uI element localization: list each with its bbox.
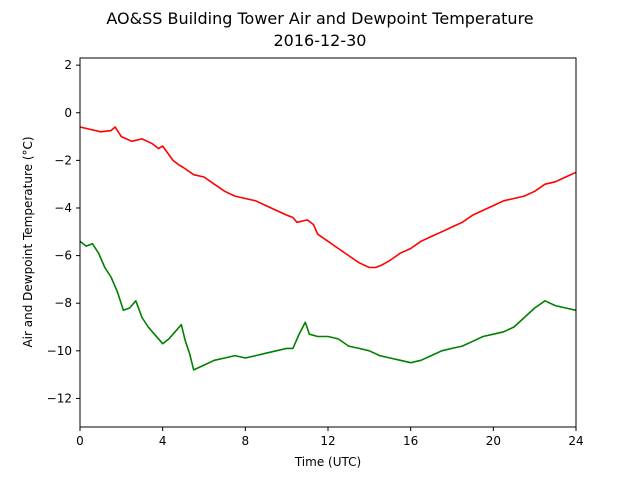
x-tick-label: 24 (568, 434, 583, 448)
y-axis: 2 0 −2 −4 −6 −8 −10 −12 (47, 58, 80, 405)
x-tick-label: 8 (242, 434, 250, 448)
plot-frame (79, 57, 577, 428)
x-tick-label: 12 (320, 434, 335, 448)
x-tick-label: 16 (403, 434, 418, 448)
x-axis-label: Time (UTC) (294, 455, 361, 469)
series-layer (79, 126, 577, 371)
y-tick-label: −2 (54, 153, 72, 167)
y-tick-label: −6 (54, 249, 72, 263)
y-tick-label: 2 (64, 58, 72, 72)
x-tick-label: 20 (486, 434, 501, 448)
series-line-0 (79, 126, 577, 269)
x-axis: 0 4 8 12 16 20 24 (76, 427, 584, 448)
x-tick-label: 4 (159, 434, 167, 448)
series-line-1 (79, 240, 577, 371)
y-tick-label: −12 (47, 391, 72, 405)
chart-subtitle: 2016-12-30 (274, 31, 367, 50)
x-tick-label: 0 (76, 434, 84, 448)
y-tick-label: −10 (47, 344, 72, 358)
chart-title: AO&SS Building Tower Air and Dewpoint Te… (106, 9, 533, 28)
y-tick-label: −8 (54, 296, 72, 310)
y-axis-label: Air and Dewpoint Temperature (°C) (21, 136, 35, 347)
y-tick-label: 0 (64, 106, 72, 120)
y-tick-label: −4 (54, 201, 72, 215)
